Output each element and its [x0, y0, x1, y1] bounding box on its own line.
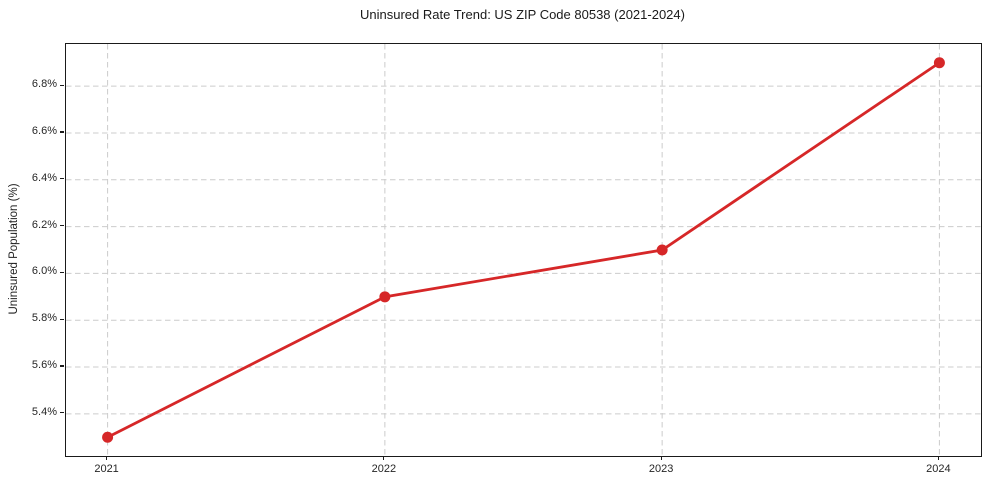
data-line	[106, 61, 941, 439]
x-tick-mark	[105, 456, 108, 461]
line-chart-canvas	[66, 44, 981, 456]
x-tick-mark	[383, 456, 385, 461]
x-tick-mark	[937, 456, 939, 461]
x-tick-label: 2023	[648, 463, 674, 475]
y-tick-mark	[60, 365, 64, 367]
data-point-marker	[379, 291, 391, 303]
x-tick-label: 2021	[94, 463, 119, 475]
x-tick-mark	[660, 456, 662, 461]
chart-title: Uninsured Rate Trend: US ZIP Code 80538 …	[360, 7, 685, 22]
y-tick-label: 6.6%	[31, 124, 57, 137]
y-tick-mark	[60, 178, 64, 180]
y-tick-label: 5.8%	[31, 312, 57, 325]
plot-area	[65, 43, 982, 457]
y-tick-label: 6.8%	[31, 78, 57, 91]
y-tick-mark	[60, 271, 64, 273]
y-tick-mark	[60, 318, 64, 320]
y-tick-label: 5.4%	[31, 405, 57, 418]
data-point-marker	[933, 57, 945, 69]
data-point-marker	[102, 431, 114, 443]
y-tick-label: 6.0%	[31, 265, 57, 278]
y-tick-label: 6.2%	[31, 218, 57, 231]
data-point-marker	[656, 244, 668, 256]
y-tick-mark	[60, 131, 64, 133]
y-axis-label: Uninsured Population (%)	[8, 183, 20, 315]
y-tick-mark	[60, 84, 64, 86]
y-tick-label: 6.4%	[31, 171, 57, 184]
x-tick-label: 2022	[371, 463, 397, 475]
y-tick-mark	[60, 224, 64, 227]
x-tick-label: 2024	[926, 463, 951, 475]
y-tick-label: 5.6%	[31, 359, 57, 372]
y-tick-mark	[60, 412, 64, 414]
